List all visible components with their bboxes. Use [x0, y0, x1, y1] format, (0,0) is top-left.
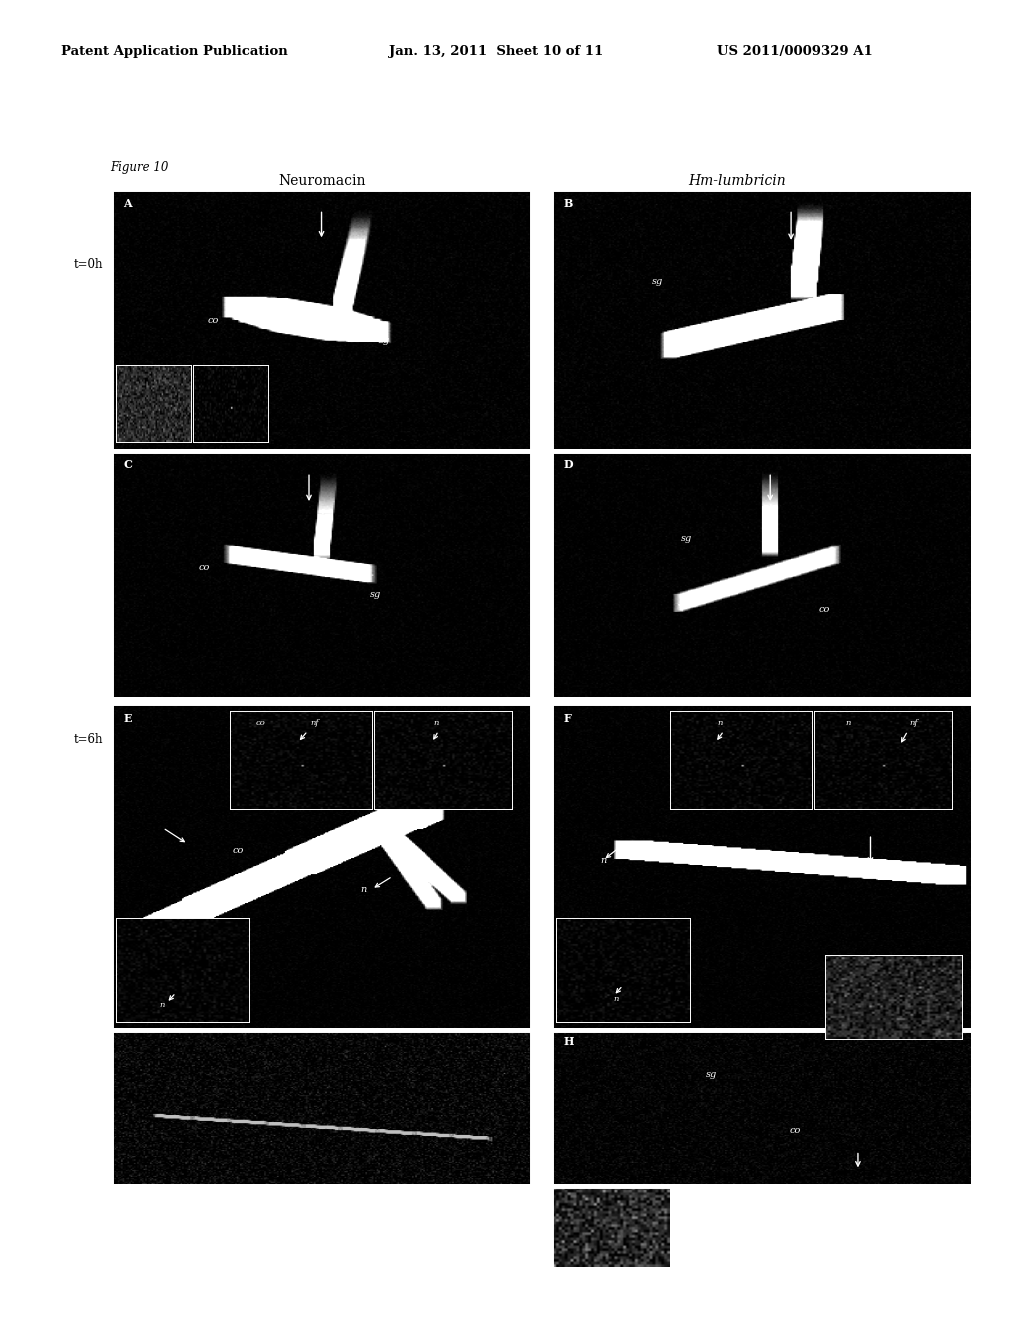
- Text: n: n: [160, 1001, 165, 1008]
- Text: nf: nf: [909, 719, 918, 727]
- Text: Jan. 13, 2011  Sheet 10 of 11: Jan. 13, 2011 Sheet 10 of 11: [389, 45, 603, 58]
- Text: co: co: [232, 846, 244, 855]
- Text: n: n: [360, 884, 367, 894]
- Text: co: co: [199, 564, 210, 572]
- Text: sg: sg: [707, 1071, 718, 1080]
- Text: US 2011/0009329 A1: US 2011/0009329 A1: [717, 45, 872, 58]
- Text: sg: sg: [681, 533, 692, 543]
- Text: n: n: [613, 995, 618, 1003]
- Text: sg: sg: [379, 337, 390, 346]
- Text: B: B: [563, 198, 572, 209]
- Text: t=6h: t=6h: [74, 733, 103, 746]
- Text: F: F: [563, 713, 571, 723]
- Text: C: C: [123, 459, 132, 470]
- Text: A: A: [123, 198, 132, 209]
- Text: Hm-lumbricin: Hm-lumbricin: [688, 174, 786, 189]
- Text: co: co: [819, 605, 830, 614]
- Text: sg: sg: [652, 277, 663, 286]
- Text: E: E: [123, 713, 132, 723]
- Text: co: co: [256, 719, 266, 727]
- Text: n: n: [600, 855, 606, 865]
- Text: n: n: [846, 719, 851, 727]
- Text: Neuromacin: Neuromacin: [279, 174, 367, 189]
- Text: co: co: [790, 862, 801, 871]
- Text: co: co: [207, 315, 218, 325]
- Text: sg: sg: [371, 590, 382, 599]
- Text: n: n: [717, 719, 722, 727]
- Text: nf: nf: [310, 719, 319, 727]
- Text: Figure 10: Figure 10: [111, 161, 169, 174]
- Text: co: co: [790, 1126, 801, 1135]
- Text: Patent Application Publication: Patent Application Publication: [61, 45, 288, 58]
- Text: t=0h: t=0h: [74, 257, 103, 271]
- Text: co: co: [806, 315, 818, 325]
- Text: H: H: [563, 1036, 573, 1047]
- Text: n: n: [433, 719, 438, 727]
- Text: D: D: [563, 459, 573, 470]
